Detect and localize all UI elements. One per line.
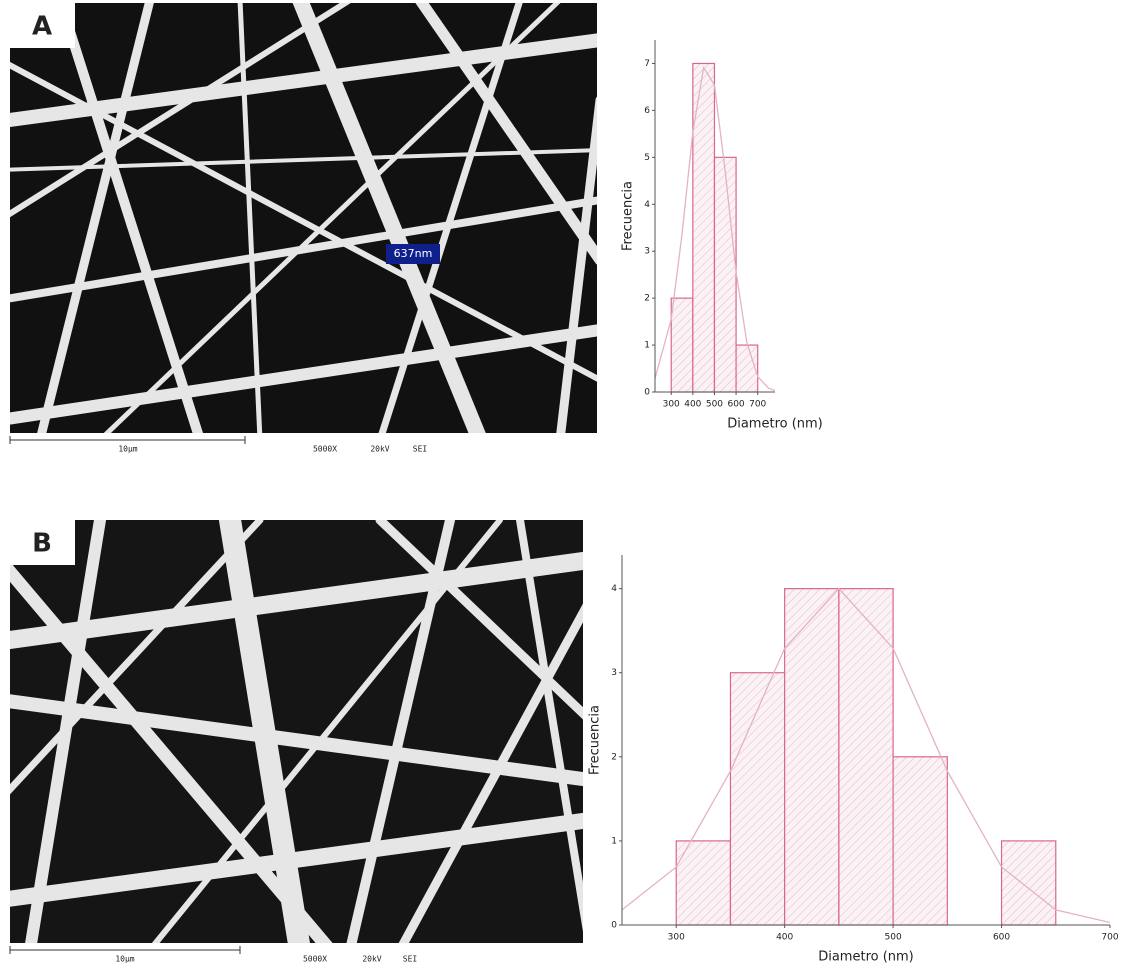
- magnification: 5000X: [313, 445, 337, 454]
- fit-curve: [654, 65, 776, 392]
- x-axis-label: Diametro (nm): [727, 417, 823, 432]
- sem-image: [10, 3, 597, 433]
- y-tick-label: 3: [644, 247, 650, 257]
- x-tick-label: 600: [993, 933, 1010, 943]
- y-tick-label: 5: [644, 153, 650, 163]
- bar: [735, 344, 759, 393]
- x-tick-label: 300: [668, 933, 685, 943]
- annotation: 637nm: [394, 247, 433, 260]
- annotation-box: [386, 244, 440, 264]
- y-tick-label: 3: [611, 668, 617, 678]
- detector: SEI: [413, 445, 428, 454]
- x-tick-label: 700: [749, 400, 766, 410]
- bar: [1000, 840, 1057, 926]
- x-tick-label: 700: [1101, 933, 1118, 943]
- y-tick-label: 7: [644, 59, 650, 69]
- panel-label-box: [10, 3, 75, 48]
- bar: [838, 588, 894, 926]
- panel-label: A: [32, 12, 52, 42]
- bar: [670, 297, 694, 393]
- x-axis-label: Diametro (nm): [818, 950, 914, 965]
- voltage: 20kV: [362, 955, 381, 964]
- y-axis-label: Frecuencia: [621, 181, 636, 251]
- y-tick-label: 4: [644, 200, 650, 210]
- x-tick-label: 500: [885, 933, 902, 943]
- bar: [713, 156, 737, 393]
- scale-bar-label: 10µm: [118, 445, 137, 454]
- y-tick-label: 2: [644, 294, 650, 304]
- detector: SEI: [403, 955, 418, 964]
- sem-image: [10, 520, 583, 943]
- x-tick-label: 400: [776, 933, 793, 943]
- scale-bar-label: 10µm: [115, 955, 134, 964]
- y-tick-label: 0: [611, 921, 617, 931]
- y-tick-label: 1: [611, 836, 617, 846]
- y-tick-label: 4: [611, 584, 617, 594]
- voltage: 20kV: [370, 445, 389, 454]
- y-tick-label: 6: [644, 106, 650, 116]
- x-tick-label: 300: [663, 400, 680, 410]
- panel-label: B: [32, 529, 52, 559]
- x-tick-label: 600: [727, 400, 744, 410]
- bar: [892, 756, 948, 926]
- y-tick-label: 0: [644, 388, 650, 398]
- x-tick-label: 500: [706, 400, 723, 410]
- magnification: 5000X: [303, 955, 327, 964]
- y-tick-label: 1: [644, 341, 650, 351]
- fit-curve: [621, 587, 1111, 924]
- y-tick-label: 2: [611, 752, 617, 762]
- panel-label-box: [10, 520, 75, 565]
- x-tick-label: 400: [684, 400, 701, 410]
- y-axis-label: Frecuencia: [588, 705, 603, 775]
